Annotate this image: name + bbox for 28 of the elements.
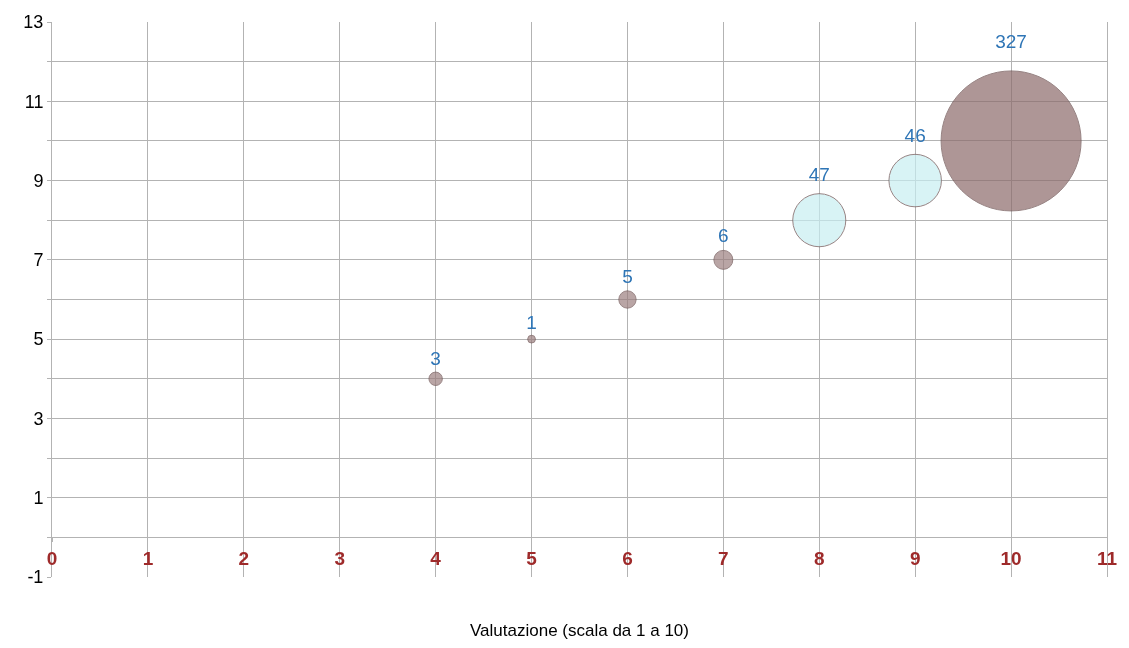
x-tick-label: 10 [1000, 548, 1022, 570]
y-tick-label: 9 [33, 170, 44, 191]
x-tick-label: 7 [718, 548, 729, 570]
x-tick-label: 6 [622, 548, 633, 570]
y-tick-label: 5 [33, 329, 44, 350]
x-tick-label: 1 [142, 548, 154, 570]
x-tick-label: 5 [526, 548, 538, 570]
y-tick-label: -1 [27, 567, 44, 588]
data-label: 3 [430, 347, 441, 369]
y-tick-label: 3 [33, 408, 44, 429]
y-tick-label: 13 [23, 12, 44, 33]
data-label: 1 [526, 311, 537, 333]
data-label: 5 [622, 265, 633, 287]
x-axis-title: Valutazione (scala da 1 a 10) [470, 620, 689, 640]
x-tick-label: 8 [813, 548, 825, 570]
y-tick-label: 1 [33, 488, 44, 509]
data-label: 6 [718, 225, 729, 247]
x-tick-label: 0 [46, 548, 58, 570]
data-label: 327 [995, 30, 1027, 52]
x-tick-label: 11 [1096, 548, 1118, 570]
y-tick-label: 7 [33, 250, 44, 271]
y-tick-label: 11 [24, 91, 44, 112]
x-tick-label: 3 [334, 548, 346, 570]
data-label: 47 [808, 164, 830, 186]
x-tick-label: 4 [430, 548, 442, 570]
data-label: 46 [904, 125, 926, 146]
x-tick-label: 9 [909, 548, 921, 570]
x-tick-label: 2 [238, 548, 250, 570]
